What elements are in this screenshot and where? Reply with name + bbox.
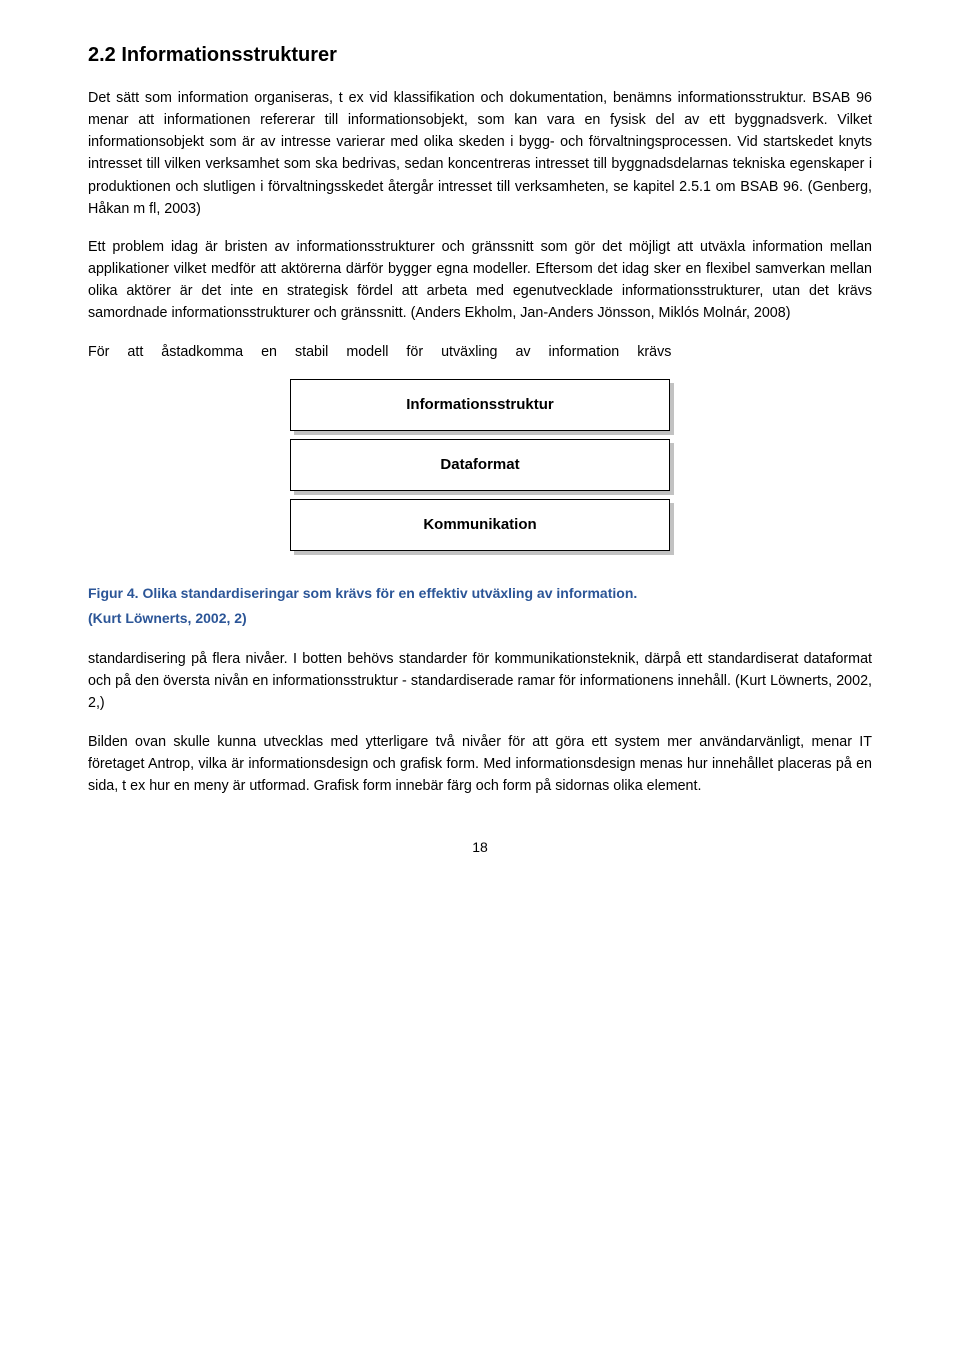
body-paragraph: standardisering på flera nivåer. I botte… (88, 648, 872, 714)
body-paragraph: Ett problem idag är bristen av informati… (88, 236, 872, 325)
diagram-node: Informationsstruktur (290, 379, 670, 431)
page-number: 18 (88, 837, 872, 859)
diagram-node-label: Kommunikation (290, 499, 670, 551)
diagram-container: Informationsstruktur Dataformat Kommunik… (88, 379, 872, 559)
figure-caption: Figur 4. Olika standardiseringar som krä… (88, 583, 872, 605)
diagram-node-label: Informationsstruktur (290, 379, 670, 431)
figure-subcaption: (Kurt Löwnerts, 2002, 2) (88, 608, 872, 630)
diagram-node-label: Dataformat (290, 439, 670, 491)
body-paragraph: För att åstadkomma en stabil modell för … (88, 341, 872, 363)
stack-diagram: Informationsstruktur Dataformat Kommunik… (290, 379, 670, 559)
diagram-node: Dataformat (290, 439, 670, 491)
diagram-node: Kommunikation (290, 499, 670, 551)
body-paragraph: Det sätt som information organiseras, t … (88, 87, 872, 220)
section-heading: 2.2 Informationsstrukturer (88, 40, 872, 71)
body-paragraph: Bilden ovan skulle kunna utvecklas med y… (88, 731, 872, 797)
